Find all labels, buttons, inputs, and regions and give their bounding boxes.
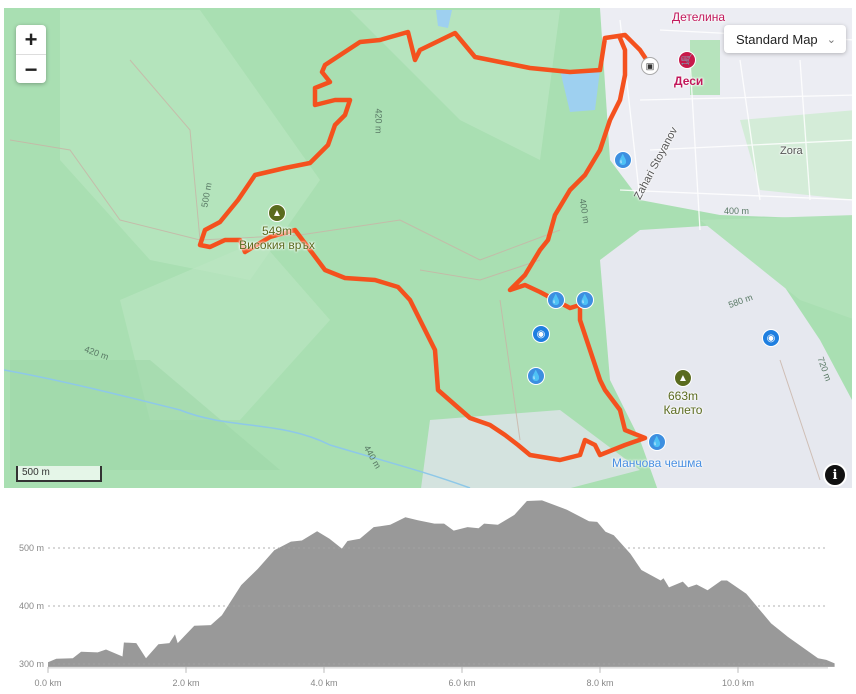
- chevron-down-icon: ⌄: [826, 33, 836, 46]
- y-tick-label: 300 m: [19, 659, 44, 669]
- shop-cart-icon[interactable]: 🛒: [678, 51, 696, 69]
- contour-label: 420 m: [373, 108, 384, 134]
- place-label-desi: Деси: [674, 74, 704, 88]
- elevation-profile-chart[interactable]: 300 m 400 m 500 m 0.0 km 2.0 km 4.0 km 6.0 km 8…: [0, 490, 856, 694]
- map-layer-select[interactable]: Standard Map ⌄: [724, 25, 846, 53]
- peak-elevation: 549m: [261, 224, 293, 238]
- place-label-zora: Zora: [780, 145, 803, 157]
- peak-label: 663m Калето: [664, 389, 703, 417]
- zoom-in-button[interactable]: +: [16, 25, 46, 55]
- peak-label: 549m Високия връх: [239, 224, 315, 252]
- x-tick-label: 2.0 km: [172, 678, 199, 688]
- water-drop-icon[interactable]: 💧: [648, 433, 666, 451]
- x-tick-label: 8.0 km: [586, 678, 613, 688]
- water-drop-icon[interactable]: 💧: [547, 291, 565, 309]
- x-tick-label: 10.0 km: [722, 678, 754, 688]
- place-label-detelina: Детелина: [672, 10, 726, 24]
- water-drop-icon[interactable]: 💧: [527, 367, 545, 385]
- x-tick-label: 0.0 km: [34, 678, 61, 688]
- y-tick-label: 500 m: [19, 543, 44, 553]
- peak-marker[interactable]: ▲: [268, 204, 286, 222]
- peak-marker[interactable]: ▲: [674, 369, 692, 387]
- map-layer-value: Standard Map: [736, 31, 818, 47]
- contour-label: 400 m: [724, 206, 750, 216]
- elevation-area[interactable]: [48, 500, 835, 667]
- zoom-control: + −: [16, 25, 46, 83]
- water-drop-icon[interactable]: 💧: [576, 291, 594, 309]
- zoom-out-button[interactable]: −: [24, 56, 38, 82]
- camera-icon[interactable]: ◉: [762, 329, 780, 347]
- place-label-manchova-cheshma: Манчова чешма: [612, 456, 703, 470]
- info-icon[interactable]: i: [823, 463, 847, 487]
- water-drop-icon[interactable]: 💧: [614, 151, 632, 169]
- peak-elevation: 663m: [667, 389, 699, 403]
- start-flag-icon[interactable]: ▣: [641, 57, 659, 75]
- map-tiles: [4, 8, 852, 488]
- peak-name: Калето: [663, 403, 703, 417]
- scale-bar: 500 m: [16, 466, 102, 482]
- map-view[interactable]: + − Standard Map ⌄ Детелина Деси Zahari …: [4, 8, 852, 488]
- camera-icon[interactable]: ◉: [532, 325, 550, 343]
- peak-name: Високия връх: [239, 238, 315, 252]
- y-tick-label: 400 m: [19, 601, 44, 611]
- x-tick-label: 6.0 km: [448, 678, 475, 688]
- route-line[interactable]: [4, 8, 852, 488]
- x-tick-label: 4.0 km: [310, 678, 337, 688]
